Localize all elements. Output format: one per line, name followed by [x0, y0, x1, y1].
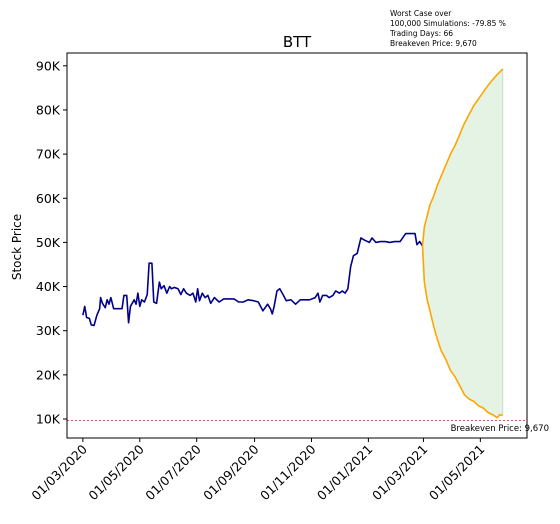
breakeven-label: Breakeven Price: 9,670	[451, 424, 549, 434]
annotation-line-1: Worst Case over	[390, 9, 452, 18]
annotation-line-3: Trading Days: 66	[389, 29, 453, 38]
x-tick-label: 01/05/2020	[85, 441, 147, 503]
x-tick-label: 01/03/2021	[369, 442, 431, 504]
y-axis: 10K 20K 30K 40K 50K 60K 70K 80K 90K	[36, 58, 67, 427]
x-tick-label: 01/01/2021	[314, 442, 376, 504]
y-tick-label: 20K	[36, 367, 61, 382]
historical-price-line	[82, 232, 424, 327]
y-tick-label: 70K	[36, 147, 61, 162]
x-tick-label: 01/09/2020	[200, 441, 262, 503]
y-tick-label: 50K	[36, 235, 61, 250]
simulation-range-band	[422, 68, 503, 418]
annotation-line-2: 100,000 Simulations: -79.85 %	[390, 19, 506, 28]
series-layer	[82, 68, 504, 419]
y-tick-label: 80K	[36, 102, 61, 117]
annotation-line-4: Breakeven Price: 9,670	[390, 39, 477, 48]
x-axis: 01/03/202001/05/202001/07/202001/09/2020…	[28, 438, 487, 503]
plot-frame	[66, 52, 528, 439]
x-tick-label: 01/05/2021	[426, 442, 488, 504]
simulation-band-layer	[422, 68, 504, 418]
simulated-lower-path-line	[421, 245, 503, 419]
y-tick-label: 40K	[36, 279, 61, 294]
y-axis-label: Stock Price	[10, 214, 24, 280]
y-tick-label: 60K	[36, 191, 61, 206]
x-tick-label: 01/11/2020	[257, 441, 319, 503]
x-tick-label: 01/03/2020	[28, 441, 90, 503]
simulation-summary-annotation: Worst Case over 100,000 Simulations: -79…	[389, 9, 506, 48]
x-tick-label: 01/07/2020	[142, 441, 204, 503]
simulated-upper-path-line	[421, 68, 504, 247]
y-tick-label: 30K	[36, 323, 61, 338]
y-tick-label: 10K	[36, 412, 61, 427]
chart-title: BTT	[283, 33, 312, 51]
y-tick-label: 90K	[36, 58, 61, 73]
